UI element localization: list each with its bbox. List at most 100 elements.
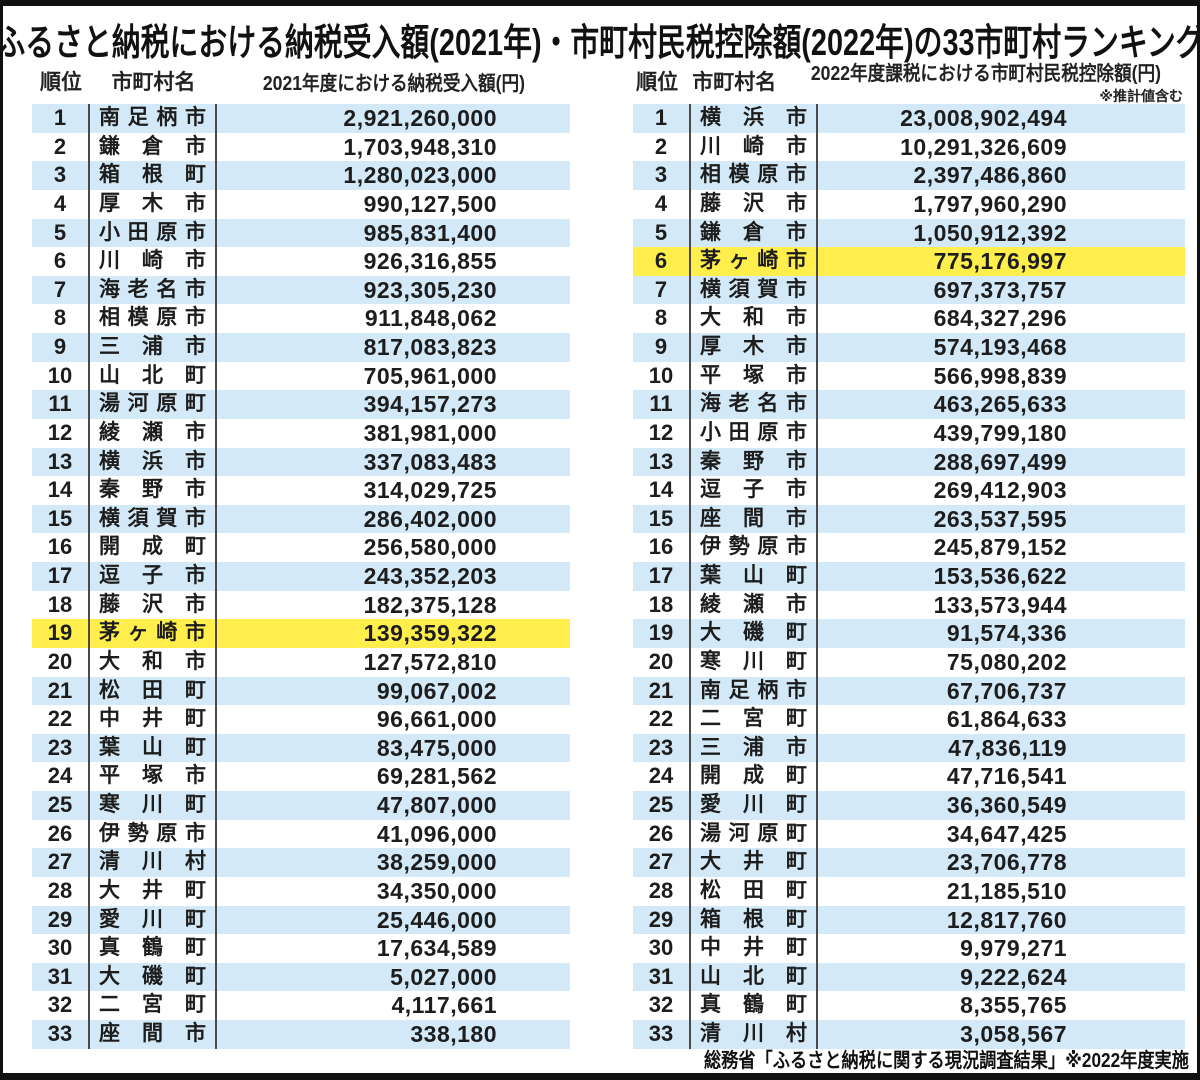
rank-cell: 33: [633, 1020, 691, 1049]
rank-cell: 24: [633, 762, 691, 791]
rank-cell: 22: [633, 705, 691, 734]
table-row: 16 伊勢原市 245,879,152: [633, 533, 1185, 562]
table-row: 23 三浦市 47,836,119: [633, 733, 1185, 763]
name-cell: 横須賀市: [691, 275, 818, 305]
rank-cell: 30: [32, 934, 90, 963]
name-cell: 真鶴町: [90, 934, 217, 963]
table-row: 28 大井町 34,350,000: [32, 876, 570, 906]
amount-cell: 256,580,000: [363, 534, 497, 561]
page-title: ふるさと納税における納税受入額(2021年)・市町村民税控除額(2022年)の3…: [0, 22, 1200, 63]
amount-cell: 1,703,948,310: [343, 133, 497, 160]
rank-cell: 4: [32, 189, 90, 219]
rank-cell: 29: [32, 905, 90, 935]
table-row: 10 平塚市 566,998,839: [633, 361, 1185, 391]
name-cell: 葉山町: [90, 733, 217, 763]
table-row: 15 座間市 263,537,595: [633, 504, 1185, 534]
table-body: 1 南足柄市 2,921,260,000 2 鎌倉市 1,703,948,310 3 箱根町 1…: [32, 104, 570, 1049]
table-row: 8 相模原市 911,848,062: [32, 304, 570, 333]
amount-cell: 8,355,765: [960, 992, 1067, 1019]
rank-cell: 20: [633, 647, 691, 677]
name-cell: 開成町: [90, 533, 217, 562]
amount-cell: 17,634,589: [376, 935, 497, 962]
amount-cell: 67,706,737: [946, 677, 1067, 704]
amount-cell: 990,127,500: [363, 190, 497, 217]
rank-cell: 6: [32, 247, 90, 276]
name-cell: 三浦市: [691, 733, 818, 763]
name-cell: 横浜市: [90, 447, 217, 477]
name-cell: 中井町: [691, 934, 818, 963]
name-cell: 二宮町: [90, 991, 217, 1020]
rank-cell: 17: [633, 562, 691, 591]
amount-cell: 12,817,760: [946, 906, 1067, 933]
amount-cell: 911,848,062: [364, 305, 497, 332]
name-cell: 寒川町: [90, 791, 217, 820]
name-cell: 南足柄市: [90, 104, 217, 133]
amount-cell: 381,981,000: [363, 419, 497, 446]
rank-cell: 2: [32, 132, 90, 162]
rank-cell: 8: [32, 304, 90, 333]
amount-cell: 127,572,810: [363, 648, 497, 675]
municipality-column-header: 市町村名: [692, 71, 777, 94]
table-row: 2 川崎市 10,291,326,609: [633, 132, 1185, 162]
name-cell: 鎌倉市: [691, 218, 818, 248]
amount-cell: 34,350,000: [376, 877, 497, 904]
amount-cell: 83,475,000: [376, 734, 497, 761]
amount-header-label: 2022年度課税における市町村民税控除額(円): [811, 62, 1162, 85]
amount-cell: 3,058,567: [960, 1021, 1067, 1047]
table-row: 5 小田原市 985,831,400: [32, 218, 570, 248]
table-row: 13 秦野市 288,697,499: [633, 447, 1185, 477]
name-cell: 真鶴町: [691, 991, 818, 1020]
rank-cell: 33: [32, 1020, 90, 1049]
name-cell: 寒川町: [691, 647, 818, 677]
amount-cell: 288,697,499: [933, 448, 1067, 475]
amount-cell: 705,961,000: [363, 362, 497, 389]
rank-cell: 9: [32, 333, 90, 362]
amount-cell: 2,397,486,860: [913, 162, 1067, 189]
amount-cell: 4,117,661: [391, 992, 497, 1019]
amount-cell: 684,327,296: [933, 305, 1067, 332]
amount-cell: 243,352,203: [363, 563, 497, 589]
rank-cell: 17: [32, 562, 90, 591]
title-bar: ふるさと納税における納税受入額(2021年)・市町村民税控除額(2022年)の3…: [3, 12, 1197, 66]
amount-cell: 1,797,960,290: [913, 190, 1067, 217]
amount-cell: 314,029,725: [363, 477, 497, 504]
table-body: 1 横浜市 23,008,902,494 2 川崎市 10,291,326,609 3 相模原…: [633, 104, 1185, 1049]
rank-cell: 27: [633, 848, 691, 877]
name-cell: 大和市: [90, 647, 217, 677]
amount-cell: 5,027,000: [390, 963, 497, 990]
source-note: 総務省「ふるさと納税に関する現況調査結果」※2022年度実施: [704, 1050, 1189, 1072]
table-row: 21 松田町 99,067,002: [32, 676, 570, 706]
amount-cell: 23,008,902,494: [900, 105, 1067, 131]
table-row: 2 鎌倉市 1,703,948,310: [32, 132, 570, 162]
amount-cell: 99,067,002: [376, 677, 497, 704]
rank-cell: 30: [633, 934, 691, 963]
table-row: 28 松田町 21,185,510: [633, 876, 1185, 906]
table-row: 24 開成町 47,716,541: [633, 762, 1185, 791]
table-row: 11 海老名市 463,265,633: [633, 390, 1185, 419]
rank-column-header: 順位: [636, 71, 679, 94]
rank-cell: 13: [32, 447, 90, 477]
table-row-highlighted: 19 茅ヶ崎市 139,359,322: [32, 619, 570, 648]
table-row: 9 厚木市 574,193,468: [633, 333, 1185, 362]
name-cell: 箱根町: [691, 905, 818, 935]
rank-cell: 26: [633, 819, 691, 849]
table-row: 17 逗子市 243,352,203: [32, 562, 570, 591]
rank-cell: 5: [32, 218, 90, 248]
table-row: 4 藤沢市 1,797,960,290: [633, 189, 1185, 219]
name-cell: 清川村: [691, 1020, 818, 1049]
name-cell: 海老名市: [691, 390, 818, 419]
name-cell: 川崎市: [691, 132, 818, 162]
table-row: 3 相模原市 2,397,486,860: [633, 161, 1185, 190]
name-cell: 座間市: [90, 1020, 217, 1049]
name-cell: 茅ヶ崎市: [691, 247, 818, 276]
table-row: 15 横須賀市 286,402,000: [32, 504, 570, 534]
table-row: 17 葉山町 153,536,622: [633, 562, 1185, 591]
name-cell: 湯河原町: [90, 390, 217, 419]
rank-cell: 7: [32, 275, 90, 305]
name-cell: 葉山町: [691, 562, 818, 591]
table-row: 25 寒川町 47,807,000: [32, 791, 570, 820]
amount-cell: 697,373,757: [933, 276, 1067, 303]
amount-cell: 2,921,260,000: [343, 105, 497, 131]
name-cell: 松田町: [90, 676, 217, 706]
name-cell: 綾瀬市: [691, 590, 818, 620]
